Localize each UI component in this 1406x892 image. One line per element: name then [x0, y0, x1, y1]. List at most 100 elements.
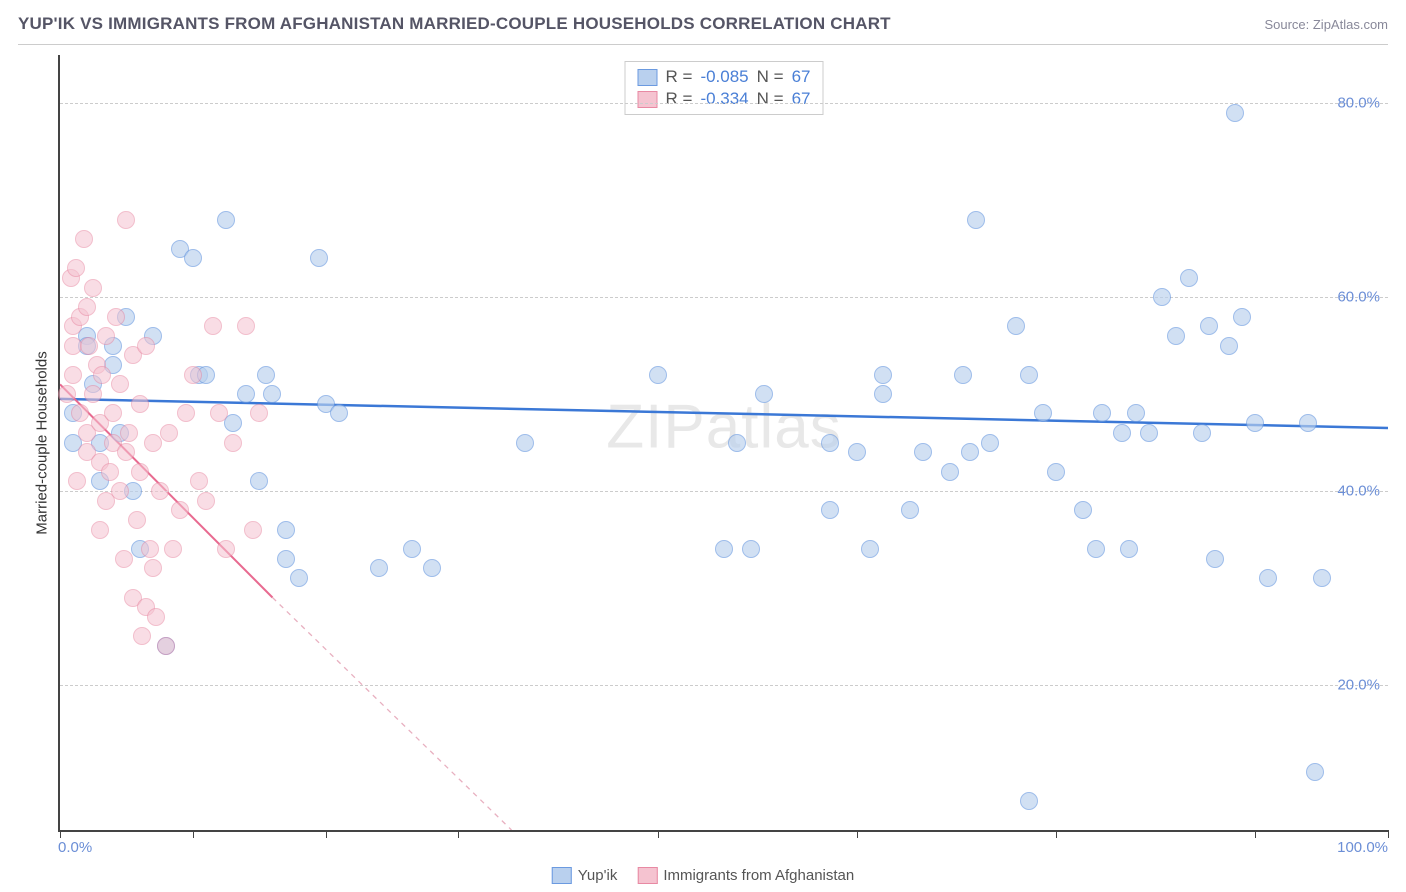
scatter-point [131, 463, 149, 481]
y-tick-label: 80.0% [1337, 95, 1380, 112]
scatter-point [1087, 540, 1105, 558]
y-axis-label: Married-couple Households [34, 351, 51, 534]
scatter-point [981, 434, 999, 452]
legend-swatch [552, 867, 572, 884]
scatter-point [330, 404, 348, 422]
stats-row: R = -0.085 N = 67 [638, 66, 811, 88]
gridline [60, 297, 1388, 298]
x-tick [1388, 830, 1389, 838]
scatter-point [1299, 414, 1317, 432]
scatter-point [250, 472, 268, 490]
chart-source: Source: ZipAtlas.com [1264, 17, 1388, 32]
chart-title: YUP'IK VS IMMIGRANTS FROM AFGHANISTAN MA… [18, 14, 891, 34]
bottom-legend: Yup'ikImmigrants from Afghanistan [552, 867, 854, 884]
scatter-point [874, 366, 892, 384]
scatter-point [821, 501, 839, 519]
scatter-point [197, 492, 215, 510]
stat-n-label: N = [757, 89, 784, 109]
scatter-point [755, 385, 773, 403]
scatter-point [403, 540, 421, 558]
scatter-point [1226, 104, 1244, 122]
scatter-point [728, 434, 746, 452]
scatter-point [157, 637, 175, 655]
gridline [60, 491, 1388, 492]
stat-r-label: R = [666, 89, 693, 109]
scatter-point [954, 366, 972, 384]
scatter-point [1113, 424, 1131, 442]
scatter-point [861, 540, 879, 558]
scatter-point [78, 298, 96, 316]
scatter-point [97, 327, 115, 345]
scatter-point [68, 472, 86, 490]
stat-r-value: -0.334 [700, 89, 748, 109]
scatter-point [848, 443, 866, 461]
scatter-point [64, 366, 82, 384]
scatter-point [177, 404, 195, 422]
scatter-point [93, 366, 111, 384]
scatter-point [133, 627, 151, 645]
scatter-point [742, 540, 760, 558]
legend-swatch [638, 69, 658, 86]
scatter-point [1120, 540, 1138, 558]
scatter-point [141, 540, 159, 558]
x-axis-max-label: 100.0% [1337, 839, 1388, 856]
x-tick [60, 830, 61, 838]
scatter-point [1020, 366, 1038, 384]
scatter-point [204, 317, 222, 335]
scatter-point [1206, 550, 1224, 568]
x-tick [1056, 830, 1057, 838]
scatter-point [117, 443, 135, 461]
scatter-point [1153, 288, 1171, 306]
scatter-point [821, 434, 839, 452]
legend-label: Immigrants from Afghanistan [663, 867, 854, 884]
scatter-point [1140, 424, 1158, 442]
scatter-point [67, 259, 85, 277]
x-axis-min-label: 0.0% [58, 839, 92, 856]
scatter-point [914, 443, 932, 461]
scatter-point [237, 317, 255, 335]
scatter-point [71, 404, 89, 422]
stat-n-value: 67 [792, 67, 811, 87]
scatter-point [250, 404, 268, 422]
scatter-point [649, 366, 667, 384]
scatter-point [160, 424, 178, 442]
scatter-point [290, 569, 308, 587]
scatter-point [967, 211, 985, 229]
scatter-point [1259, 569, 1277, 587]
scatter-point [1246, 414, 1264, 432]
scatter-point [137, 337, 155, 355]
scatter-point [1034, 404, 1052, 422]
scatter-point [1200, 317, 1218, 335]
scatter-point [1047, 463, 1065, 481]
scatter-point [171, 501, 189, 519]
y-tick-label: 60.0% [1337, 289, 1380, 306]
scatter-point [1127, 404, 1145, 422]
scatter-point [257, 366, 275, 384]
scatter-point [1007, 317, 1025, 335]
x-tick [1255, 830, 1256, 838]
scatter-point [1074, 501, 1092, 519]
scatter-point [147, 608, 165, 626]
scatter-point [715, 540, 733, 558]
legend-item: Immigrants from Afghanistan [637, 867, 854, 884]
scatter-point [111, 375, 129, 393]
scatter-point [1220, 337, 1238, 355]
scatter-point [91, 521, 109, 539]
scatter-point [190, 472, 208, 490]
scatter-point [184, 366, 202, 384]
scatter-point [1193, 424, 1211, 442]
scatter-point [1306, 763, 1324, 781]
scatter-point [104, 404, 122, 422]
scatter-point [115, 550, 133, 568]
scatter-point [244, 521, 262, 539]
scatter-point [961, 443, 979, 461]
scatter-point [75, 230, 93, 248]
stat-r-value: -0.085 [700, 67, 748, 87]
scatter-point [941, 463, 959, 481]
scatter-point [277, 521, 295, 539]
legend-swatch [638, 91, 658, 108]
scatter-point [277, 550, 295, 568]
scatter-point [84, 385, 102, 403]
scatter-point [1093, 404, 1111, 422]
stats-legend: R = -0.085 N = 67R = -0.334 N = 67 [625, 61, 824, 115]
